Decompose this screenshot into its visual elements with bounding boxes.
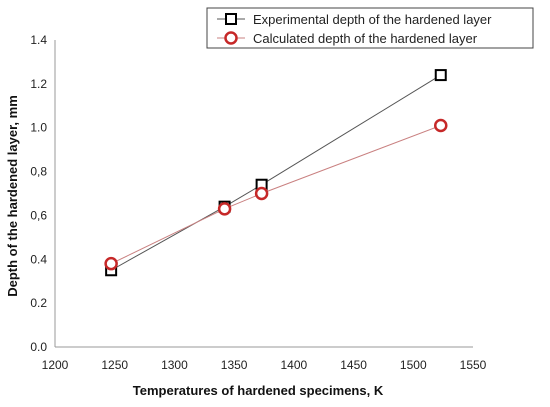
x-tick-label: 1400 — [281, 358, 308, 372]
legend-entry-label: Calculated depth of the hardened layer — [253, 31, 478, 46]
y-tick-label: 1.0 — [30, 121, 47, 135]
legend-marker-circle-icon — [224, 31, 238, 45]
legend: Experimental depth of the hardened layer… — [206, 7, 534, 49]
x-tick-label: 1350 — [221, 358, 248, 372]
data-point — [104, 256, 118, 271]
y-tick-label: 1.4 — [30, 33, 47, 47]
data-point — [217, 202, 232, 216]
x-axis-title: Temperatures of hardened specimens, K — [133, 383, 384, 398]
tick-labels: 1200 1250 1300 1350 1400 1450 1500 1550 0.0 0.2 0.… — [30, 33, 486, 372]
y-tick-label: 1.2 — [30, 77, 47, 91]
series-layer — [104, 69, 448, 277]
y-tick-label: 0.4 — [30, 252, 47, 266]
x-tick-label: 1300 — [161, 358, 188, 372]
series-line-2 — [110, 125, 441, 265]
y-tick-label: 0,8 — [30, 165, 47, 179]
y-tick-label: 0.0 — [30, 340, 47, 354]
y-tick-label: 0.2 — [30, 296, 47, 310]
data-point — [434, 118, 448, 133]
x-tick-label: 1250 — [101, 358, 128, 372]
axes — [54, 40, 473, 348]
series-line-1 — [110, 74, 442, 271]
legend-box — [206, 7, 534, 49]
data-point — [434, 69, 447, 82]
legend-entry-label: Experimental depth of the hardened layer — [253, 12, 492, 27]
y-axis-title: Depth of the hardened layer, mm — [5, 95, 20, 297]
legend-marker-square-icon — [225, 13, 237, 25]
x-tick-label: 1550 — [460, 358, 487, 372]
x-tick-label: 1500 — [400, 358, 427, 372]
data-point — [254, 186, 269, 201]
y-tick-label: 0,6 — [30, 208, 47, 222]
x-tick-label: 1200 — [42, 358, 69, 372]
x-tick-label: 1450 — [340, 358, 367, 372]
